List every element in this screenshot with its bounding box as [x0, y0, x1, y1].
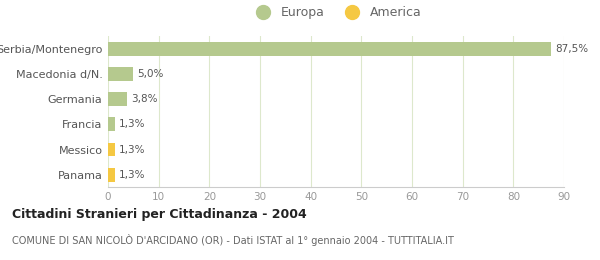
Text: 1,3%: 1,3%: [119, 170, 145, 180]
Text: COMUNE DI SAN NICOLÒ D'ARCIDANO (OR) - Dati ISTAT al 1° gennaio 2004 - TUTTITALI: COMUNE DI SAN NICOLÒ D'ARCIDANO (OR) - D…: [12, 234, 454, 246]
Text: 1,3%: 1,3%: [119, 145, 145, 154]
Text: 1,3%: 1,3%: [119, 119, 145, 129]
Bar: [108, 92, 127, 106]
Bar: [108, 42, 551, 56]
Bar: [108, 142, 115, 157]
Text: Cittadini Stranieri per Cittadinanza - 2004: Cittadini Stranieri per Cittadinanza - 2…: [12, 208, 307, 221]
Legend: Europa, America: Europa, America: [245, 1, 427, 24]
Bar: [108, 118, 115, 131]
Bar: [108, 67, 133, 81]
Text: 5,0%: 5,0%: [137, 69, 164, 79]
Text: 87,5%: 87,5%: [556, 44, 589, 54]
Text: 3,8%: 3,8%: [131, 94, 158, 104]
Bar: [108, 168, 115, 181]
